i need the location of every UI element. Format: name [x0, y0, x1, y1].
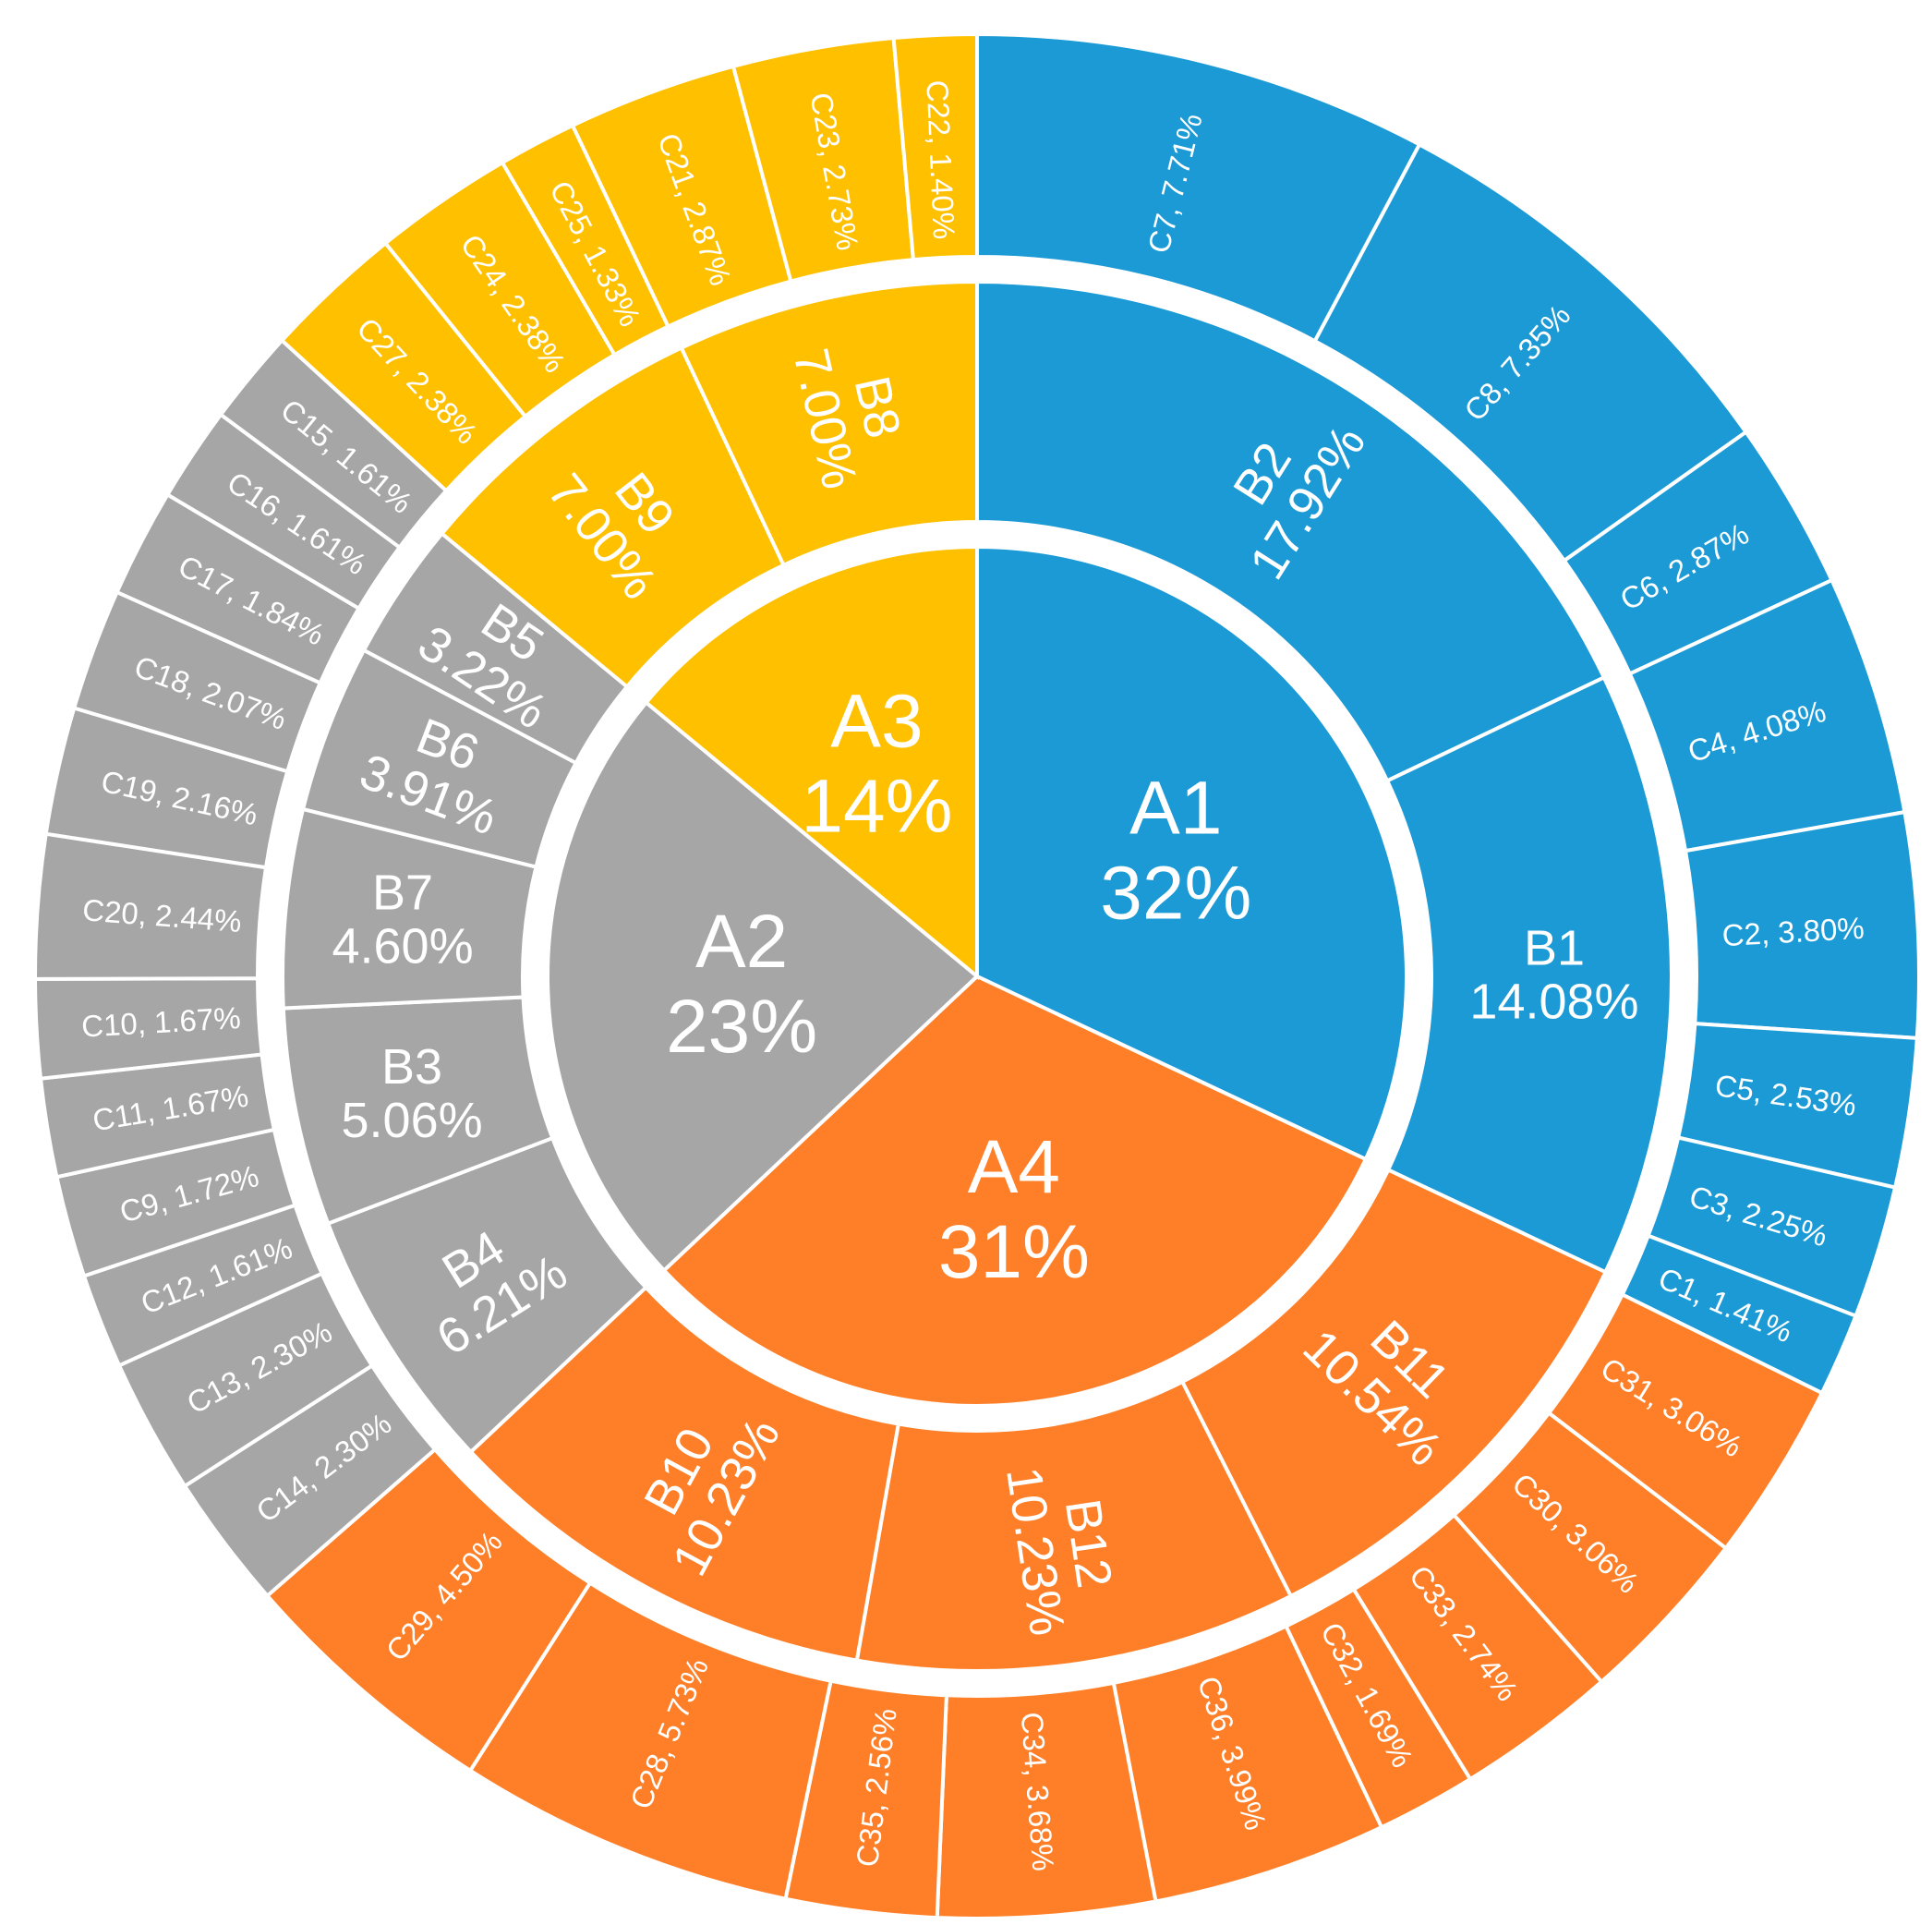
inner-ring — [546, 544, 1408, 1408]
middle-label-b7: B7 4.60% — [332, 865, 473, 974]
inner-segment-a2 — [546, 699, 981, 1274]
outer-segment-c22 — [891, 31, 979, 262]
middle-label-b5: B53.22% — [408, 571, 586, 740]
inner-segment-a4 — [661, 974, 1369, 1408]
outer-ring — [32, 31, 1921, 1920]
inner-segment-a1 — [975, 544, 1408, 1162]
middle-label-b3: B3 5.06% — [342, 1039, 483, 1148]
inner-segment-a3 — [643, 544, 979, 981]
outer-label-c2: C2, 3.80% — [1721, 911, 1866, 952]
middle-segment-b8 — [679, 279, 979, 568]
inner-label-a3: A3 14% — [801, 679, 952, 848]
outer-label-c22: C22, 1.40% — [920, 79, 961, 240]
middle-label-b1: B1 14.08% — [1469, 920, 1638, 1029]
inner-label-a1: A1 32% — [1100, 766, 1251, 935]
inner-label-a4: A4 31% — [938, 1124, 1090, 1293]
middle-segment-b1 — [1384, 674, 1673, 1275]
middle-ring — [281, 279, 1673, 1673]
inner-label-a2: A2 23% — [666, 900, 817, 1069]
middle-segment-b2 — [975, 279, 1607, 783]
